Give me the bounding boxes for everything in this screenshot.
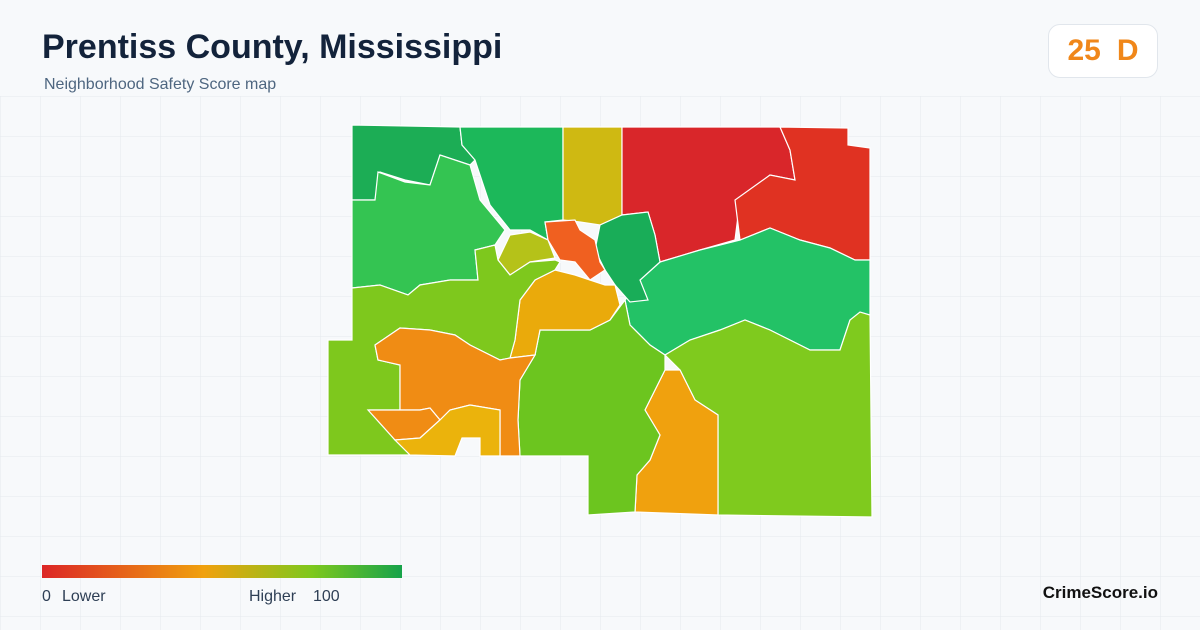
subtitle: Neighborhood Safety Score map bbox=[44, 76, 277, 93]
brand: CrimeScore.io bbox=[1042, 583, 1158, 602]
score: 25 bbox=[1067, 34, 1101, 67]
legend-max: 100 bbox=[313, 588, 340, 605]
region bbox=[562, 126, 623, 226]
legend-low-label: Lower bbox=[62, 588, 106, 605]
legend-gradient bbox=[42, 565, 402, 578]
grade: D bbox=[1116, 34, 1139, 67]
legend-high-label: Higher bbox=[249, 588, 297, 605]
score-badge: 25 D bbox=[1048, 24, 1158, 78]
title: Prentiss County, Mississippi bbox=[42, 28, 503, 66]
region bbox=[393, 404, 501, 457]
region bbox=[544, 219, 606, 281]
legend-min: 0 bbox=[42, 588, 51, 605]
